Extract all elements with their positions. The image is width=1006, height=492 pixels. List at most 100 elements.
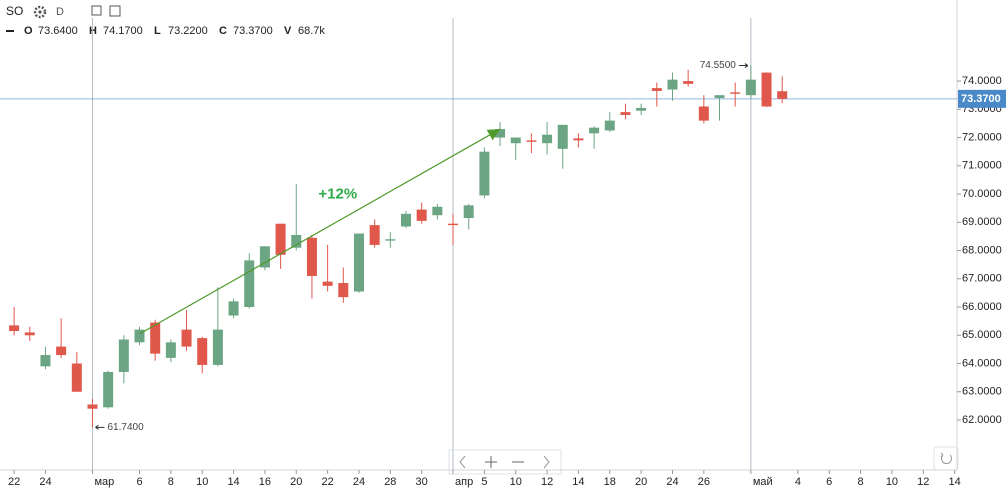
candle-body xyxy=(134,329,145,343)
x-tick-label: 5 xyxy=(481,476,487,488)
x-tick-label: 10 xyxy=(886,476,898,488)
symbol: SO xyxy=(6,4,23,18)
x-tick-label: 24 xyxy=(666,476,678,488)
candle-body xyxy=(24,332,35,336)
candle-body xyxy=(714,95,725,99)
candle-body xyxy=(589,127,600,134)
y-tick-label: 69.0000 xyxy=(962,216,1002,228)
x-tick-label: 14 xyxy=(949,476,961,488)
x-tick-label: 30 xyxy=(416,476,428,488)
y-tick-label: 74.0000 xyxy=(962,75,1002,87)
candle-body xyxy=(212,329,223,365)
trend-line xyxy=(139,128,501,335)
interval[interactable]: D xyxy=(56,6,64,18)
x-tick-label: 12 xyxy=(541,476,553,488)
x-tick-label: 26 xyxy=(698,476,710,488)
x-tick-label: 22 xyxy=(8,476,20,488)
x-tick-label: 20 xyxy=(290,476,302,488)
x-tick-label: мар xyxy=(94,476,114,488)
x-tick-label: 4 xyxy=(795,476,801,488)
legend-key: V xyxy=(284,25,292,37)
candle-body xyxy=(9,325,20,332)
candle-body xyxy=(510,137,521,144)
candle-body xyxy=(777,91,788,99)
candle-body xyxy=(479,151,490,196)
candle-body xyxy=(259,246,270,268)
high-marker-label: 74.5500 xyxy=(700,60,737,71)
x-tick-label: 28 xyxy=(384,476,396,488)
legend-value: 73.6400 xyxy=(38,25,78,37)
x-tick-label: 6 xyxy=(136,476,142,488)
candle-body xyxy=(103,371,114,408)
candle-body xyxy=(730,92,741,94)
y-tick-label: 63.0000 xyxy=(962,386,1002,398)
candle-body xyxy=(165,342,176,358)
candle-body xyxy=(761,72,772,107)
candle-body xyxy=(683,81,694,84)
settings-icon[interactable] xyxy=(33,5,47,19)
candle-body xyxy=(448,223,459,226)
candle-body xyxy=(118,339,129,372)
legend-key: L xyxy=(154,25,161,37)
candle-body xyxy=(416,209,427,221)
trend-arrowhead xyxy=(486,129,501,141)
low-marker-arrow xyxy=(95,424,105,430)
candle-body xyxy=(526,140,537,142)
candle-body xyxy=(636,107,647,111)
low-marker-label: 61.7400 xyxy=(107,422,144,433)
candle-body xyxy=(385,239,396,241)
candle-body xyxy=(306,237,317,276)
zoom-in[interactable] xyxy=(485,456,497,468)
candle-body xyxy=(197,338,208,365)
candle-body xyxy=(291,235,302,248)
scroll-right[interactable] xyxy=(543,455,550,469)
x-tick-label: 24 xyxy=(39,476,51,488)
candle-body xyxy=(495,129,506,138)
candle-body xyxy=(56,346,67,356)
candle-body xyxy=(620,112,631,115)
candle-body xyxy=(40,355,51,367)
candle-body xyxy=(651,88,662,91)
x-tick-label: 8 xyxy=(168,476,174,488)
legend-value: 73.2200 xyxy=(168,25,208,37)
candle-body xyxy=(353,233,364,292)
high-marker-arrow xyxy=(738,63,749,68)
legend-key: O xyxy=(24,25,33,37)
compare-icon[interactable] xyxy=(91,5,102,16)
candle-body xyxy=(542,134,553,144)
candle-body xyxy=(557,124,568,149)
x-tick-label: 22 xyxy=(321,476,333,488)
x-tick-label: 16 xyxy=(259,476,271,488)
candle-body xyxy=(71,363,82,392)
indicator-icon[interactable] xyxy=(109,5,121,17)
y-tick-label: 65.0000 xyxy=(962,329,1002,341)
x-tick-label: 10 xyxy=(510,476,522,488)
x-tick-label: 24 xyxy=(353,476,365,488)
y-tick-label: 70.0000 xyxy=(962,188,1002,200)
reset-button[interactable] xyxy=(933,446,959,471)
y-tick-label: 72.0000 xyxy=(962,131,1002,143)
scroll-left[interactable] xyxy=(459,455,466,469)
candle-body xyxy=(573,138,584,141)
candle-body xyxy=(181,329,192,347)
legend-key: H xyxy=(89,25,97,37)
x-tick-label: 14 xyxy=(572,476,584,488)
x-tick-label: 20 xyxy=(635,476,647,488)
candle-body xyxy=(401,213,411,227)
x-tick-label: 10 xyxy=(196,476,208,488)
reset-icon xyxy=(940,452,952,464)
y-tick-label: 71.0000 xyxy=(962,160,1002,172)
candle-body xyxy=(275,223,286,255)
y-tick-label: 64.0000 xyxy=(962,357,1002,369)
candle-body xyxy=(604,120,615,131)
x-tick-label: май xyxy=(753,476,773,488)
candle-body xyxy=(244,260,255,308)
x-tick-label: 12 xyxy=(917,476,929,488)
trend-label: +12% xyxy=(318,185,357,202)
candle-body xyxy=(698,106,709,121)
x-tick-label: 18 xyxy=(604,476,616,488)
legend-value: 68.7k xyxy=(298,25,325,37)
legend-value: 74.1700 xyxy=(103,25,143,37)
